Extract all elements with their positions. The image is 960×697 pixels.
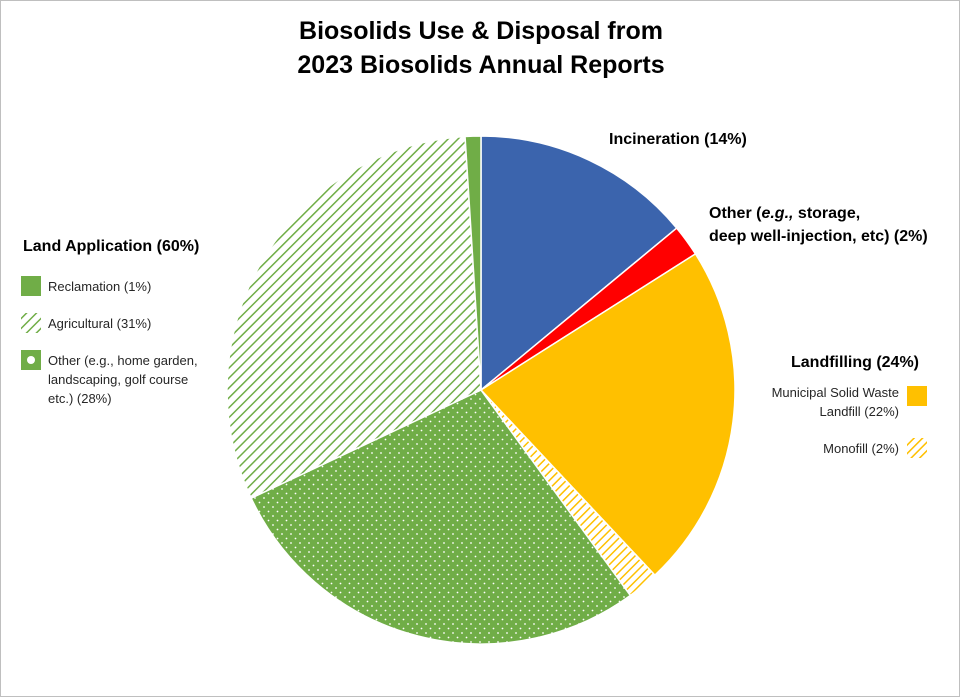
legend-label-other-land-3: etc.) (28%): [48, 391, 112, 406]
label-landfilling: Landfilling (24%): [791, 354, 919, 371]
pie-slice-2: [479, 252, 736, 577]
legend-swatch-reclamation: [21, 276, 41, 296]
label-other-line-2: deep well-injection, etc) (2%): [709, 228, 928, 245]
legend-swatch-agricultural: [21, 313, 41, 333]
legend-label-msw-1: Municipal Solid Waste: [772, 385, 899, 400]
legend-label-monofill: Monofill (2%): [823, 441, 899, 456]
pie-slice-4: [250, 389, 632, 645]
chart-title-line-2: 2023 Biosolids Annual Reports: [297, 51, 664, 79]
pie-slice-0: [480, 135, 678, 392]
legend-label-other-land-2: landscaping, golf course: [48, 372, 188, 387]
label-incineration: Incineration (14%): [609, 131, 747, 148]
legend-swatch-msw: [907, 386, 927, 406]
legend-label-reclamation: Reclamation (1%): [48, 279, 151, 294]
pie-slice-6: [464, 135, 482, 391]
legend-label-msw-2: Landfill (22%): [820, 404, 900, 419]
label-other-line-1: Other (e.g., storage,: [709, 205, 860, 222]
chart-title-line-1: Biosolids Use & Disposal from: [299, 17, 663, 45]
legend-label-agricultural: Agricultural (31%): [48, 316, 151, 331]
legend-swatch-dot: [27, 356, 35, 364]
pie-slice-5: [226, 135, 482, 500]
pie-slices: [226, 135, 736, 645]
label-land-application: Land Application (60%): [23, 238, 199, 255]
legend-swatch-monofill: [907, 438, 927, 458]
legend-label-other-land-1: Other (e.g., home garden,: [48, 353, 198, 368]
